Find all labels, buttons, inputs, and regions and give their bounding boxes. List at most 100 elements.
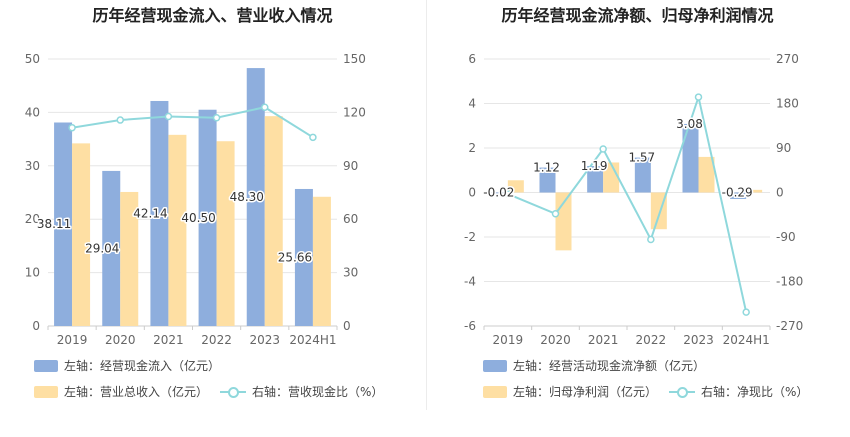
y-left-tick-label: 6	[468, 52, 476, 66]
bar-primary	[730, 192, 747, 199]
panel-divider	[426, 0, 427, 410]
y-right-tick-label: 30	[343, 266, 358, 280]
y-left-tick-label: 40	[25, 105, 40, 119]
ratio-point	[742, 308, 750, 316]
bar-data-label: 29.04	[85, 241, 119, 255]
y-right-tick-label: 60	[343, 212, 358, 226]
y-left-tick-label: 0	[468, 186, 476, 200]
bar-data-label: 1.57	[628, 151, 655, 165]
legend-item-net-profit[interactable]: 左轴：归母净利润（亿元）	[483, 383, 657, 400]
bar-data-label: 1.12	[533, 161, 560, 175]
bar-data-label: -0.02	[483, 186, 514, 200]
bar-secondary	[216, 141, 235, 326]
bar-secondary	[168, 134, 187, 326]
bar-data-label: 25.66	[278, 250, 312, 264]
bar-primary	[150, 100, 169, 326]
legend-label: 右轴：净现比（%）	[701, 385, 809, 399]
bar-primary	[634, 157, 651, 193]
y-left-tick-label: 0	[32, 319, 40, 333]
bar-secondary	[555, 192, 572, 251]
legend-swatch	[34, 385, 58, 398]
legend-item-cash-inflow[interactable]: 左轴：经营现金流入（亿元）	[34, 357, 220, 374]
bar-data-label: 38.11	[37, 217, 71, 231]
bar-primary	[491, 192, 508, 194]
legend-item-net-cashflow[interactable]: 左轴：经营活动现金流净额（亿元）	[483, 357, 705, 374]
ratio-point	[212, 113, 221, 122]
x-tick-label: 2020	[540, 333, 571, 347]
bar-primary	[539, 167, 556, 193]
bar-data-label: 40.50	[181, 211, 215, 225]
bar-primary	[246, 68, 265, 326]
legend-label: 右轴：营收现金比（%）	[252, 385, 384, 399]
bar-data-label: 48.30	[230, 190, 264, 204]
ratio-point	[309, 133, 317, 142]
ratio-line	[507, 93, 748, 313]
ratio-point	[504, 190, 512, 198]
x-tick-label: 2019	[57, 333, 88, 347]
ratio-point	[647, 235, 655, 244]
y-right-tick-label: 180	[776, 97, 799, 111]
ratio-point	[599, 145, 607, 153]
y-right-tick-label: 90	[776, 141, 791, 155]
bar-secondary	[746, 189, 763, 193]
y-left-tick-label: 30	[25, 159, 40, 173]
bar-data-label: -0.29	[722, 186, 753, 200]
bar-secondary	[264, 116, 283, 326]
bar-primary	[682, 123, 699, 193]
x-tick-label: 2021	[153, 333, 184, 347]
y-right-tick-label: 90	[343, 159, 358, 173]
legend-swatch	[34, 359, 58, 372]
chart-plot: -6 -270 -4 -180 -2 -90 0 0 2 90 4 180 6 270 2019 2020 20…	[464, 52, 803, 347]
chart-panel-netcash-profit: 历年经营现金流净额、归母净利润情况 -6 -270 -4 -180 -2 -90 0 0 2 90…	[425, 0, 850, 437]
ratio-point	[116, 116, 124, 124]
x-tick-label: 2019	[493, 333, 524, 347]
y-left-tick-label: 4	[468, 97, 476, 111]
ratio-point	[68, 123, 76, 132]
x-tick-label: 2024H1	[723, 333, 770, 347]
bar-data-label: 1.19	[581, 159, 608, 173]
legend-line-swatch	[220, 386, 246, 398]
bar-primary	[198, 109, 217, 326]
y-right-tick-label: -90	[776, 230, 796, 244]
bar-secondary	[312, 196, 331, 326]
bar-secondary	[72, 143, 91, 326]
x-tick-label: 2023	[249, 333, 280, 347]
bar-primary	[587, 166, 604, 193]
y-left-tick-label: -2	[464, 230, 476, 244]
chart-title: 历年经营现金流净额、归母净利润情况	[501, 6, 774, 25]
chart-panel-cashflow-revenue: 历年经营现金流入、营业收入情况 0 0 10 30 20 60 30 90 40 120 50 150…	[25, 6, 384, 400]
legend-item-revenue[interactable]: 左轴：营业总收入（亿元）	[34, 383, 208, 400]
bar-primary	[294, 188, 313, 326]
legend-line-swatch	[669, 386, 695, 398]
ratio-point	[551, 210, 560, 218]
y-left-tick-label: -4	[464, 275, 476, 289]
legend-item-net-cash-ratio[interactable]: 右轴：净现比（%）	[669, 383, 808, 400]
x-tick-label: 2020	[105, 333, 136, 347]
y-left-tick-label: 10	[25, 266, 40, 280]
bar-secondary	[698, 156, 715, 193]
x-tick-label: 2024H1	[289, 333, 336, 347]
legend-label: 左轴：经营活动现金流净额（亿元）	[513, 359, 706, 373]
y-right-tick-label: 120	[343, 105, 366, 119]
ratio-point	[164, 112, 173, 121]
y-right-tick-label: 150	[343, 52, 366, 66]
bar-primary	[102, 170, 121, 326]
x-tick-label: 2023	[683, 333, 714, 347]
ratio-point	[694, 93, 703, 101]
legend-label: 左轴：经营现金流入（亿元）	[64, 359, 221, 373]
y-right-tick-label: -270	[776, 319, 803, 333]
x-tick-label: 2022	[201, 333, 232, 347]
legend-label: 左轴：营业总收入（亿元）	[64, 385, 209, 399]
bar-secondary	[120, 191, 139, 326]
bar-data-label: 3.08	[676, 117, 703, 131]
legend-item-ratio[interactable]: 右轴：营收现金比（%）	[220, 383, 383, 400]
chart-plot: 0 0 10 30 20 60 30 90 40 120 50 150 2019 2020 2021 2022…	[25, 52, 366, 347]
legend-swatch	[483, 385, 507, 398]
bar-secondary	[507, 180, 524, 193]
y-right-tick-label: -180	[776, 275, 803, 289]
y-right-tick-label: 270	[776, 52, 799, 66]
bar-primary	[54, 122, 73, 326]
bar-data-label: 42.14	[133, 206, 167, 220]
y-left-tick-label: 20	[25, 212, 40, 226]
y-left-tick-label: 50	[25, 52, 40, 66]
